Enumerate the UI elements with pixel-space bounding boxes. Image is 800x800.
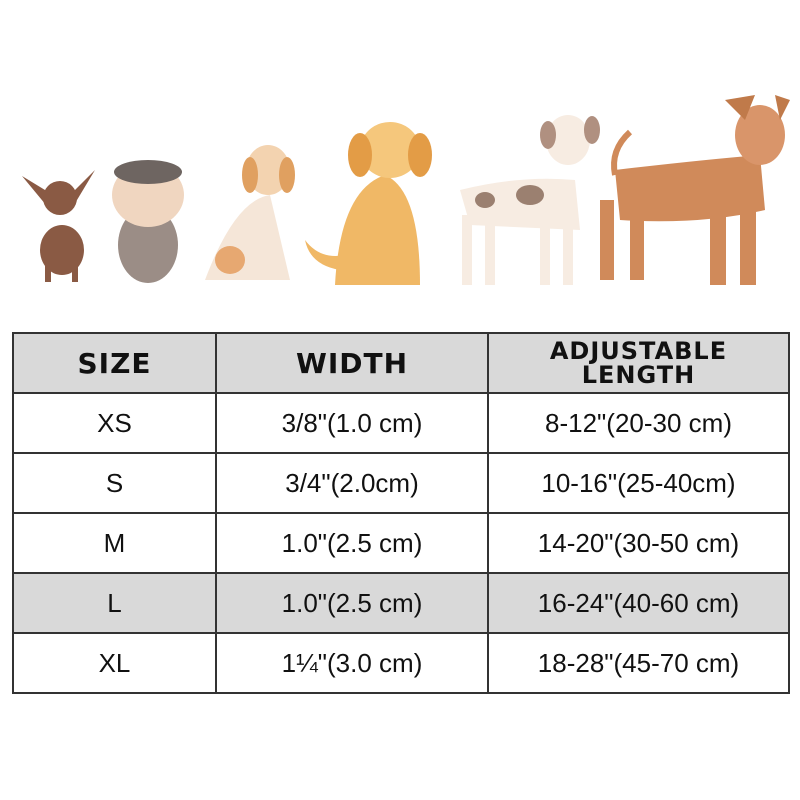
airedale-icon	[600, 95, 790, 285]
size-chart-table: SIZE WIDTH ADJUSTABLE LENGTH XS 3/8"(1.0 …	[12, 332, 790, 694]
size-cell: S	[12, 452, 217, 514]
length-cell: 16-24"(40-60 cm)	[487, 572, 790, 634]
width-cell: 3/8"(1.0 cm)	[215, 392, 489, 454]
header-line-1: ADJUSTABLE	[549, 337, 728, 365]
great-dane-icon	[460, 115, 600, 285]
length-cell: 10-16"(25-40cm)	[487, 452, 790, 514]
header-width: WIDTH	[215, 332, 489, 394]
dog-sizes-illustration	[22, 95, 790, 285]
header-adjustable-length: ADJUSTABLE LENGTH	[487, 332, 790, 394]
table-row: S 3/4"(2.0cm) 10-16"(25-40cm)	[12, 452, 790, 514]
width-cell: 1.0"(2.5 cm)	[215, 572, 489, 634]
size-cell: XS	[12, 392, 217, 454]
width-cell: 1.0"(2.5 cm)	[215, 512, 489, 574]
width-cell: 1¼"(3.0 cm)	[215, 632, 489, 694]
header-line-2: LENGTH	[581, 361, 696, 389]
length-cell: 8-12"(20-30 cm)	[487, 392, 790, 454]
width-cell: 3/4"(2.0cm)	[215, 452, 489, 514]
golden-retriever-icon	[305, 122, 432, 285]
table-row: XS 3/8"(1.0 cm) 8-12"(20-30 cm)	[12, 392, 790, 454]
table-row: M 1.0"(2.5 cm) 14-20"(30-50 cm)	[12, 512, 790, 574]
size-cell: XL	[12, 632, 217, 694]
table-header-row: SIZE WIDTH ADJUSTABLE LENGTH	[12, 332, 790, 394]
size-cell: M	[12, 512, 217, 574]
beagle-icon	[205, 145, 295, 280]
table-row: XL 1¼"(3.0 cm) 18-28"(45-70 cm)	[12, 632, 790, 694]
length-cell: 18-28"(45-70 cm)	[487, 632, 790, 694]
size-cell: L	[12, 572, 217, 634]
schnauzer-icon	[112, 160, 184, 283]
table-row: L 1.0"(2.5 cm) 16-24"(40-60 cm)	[12, 572, 790, 634]
length-cell: 14-20"(30-50 cm)	[487, 512, 790, 574]
chihuahua-icon	[22, 170, 95, 282]
header-size: SIZE	[12, 332, 217, 394]
